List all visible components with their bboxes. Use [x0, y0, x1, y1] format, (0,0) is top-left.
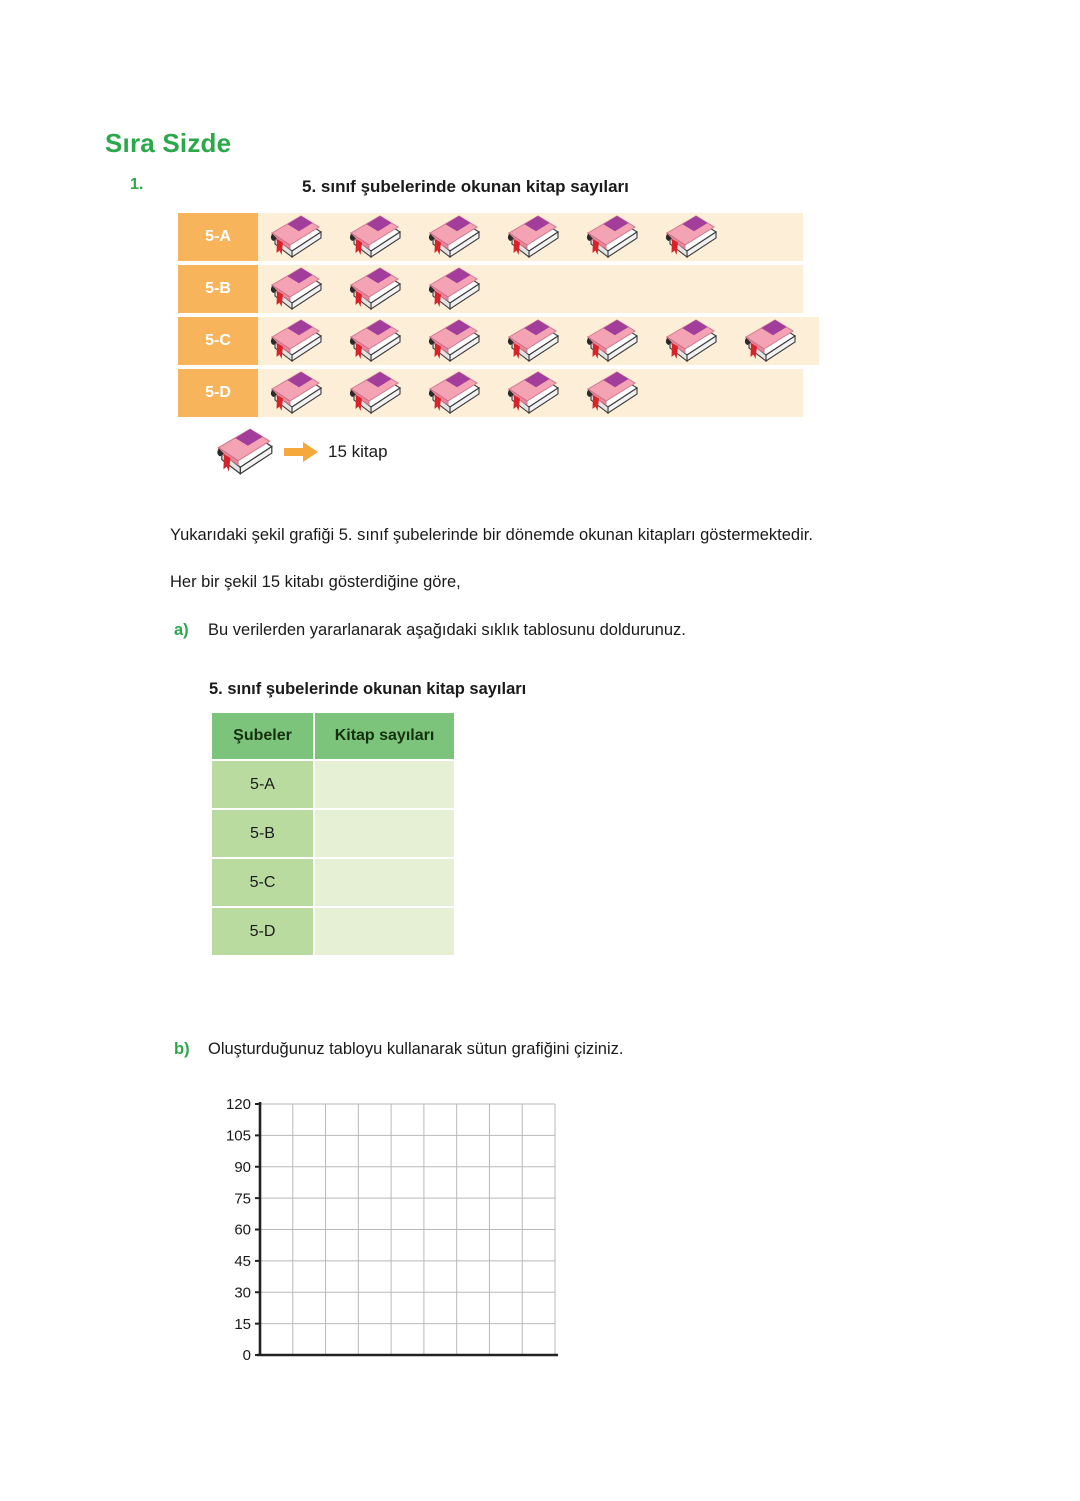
book-icon	[424, 215, 481, 259]
book-icon	[503, 371, 560, 415]
arrow-right-icon	[284, 442, 318, 462]
question-part-a: a) Bu verilerden yararlanarak aşağıdaki …	[174, 621, 994, 640]
paragraph-intro: Yukarıdaki şekil grafiği 5. sınıf şubele…	[170, 526, 813, 544]
part-a-marker: a)	[174, 621, 189, 639]
frequency-table-branch-cell: 5-D	[212, 908, 313, 955]
book-icon	[661, 215, 718, 259]
pictograph-row: 5-C	[178, 317, 819, 365]
book-icon	[345, 267, 402, 311]
book-icon	[212, 428, 274, 476]
book-icon	[582, 215, 639, 259]
book-icon	[424, 371, 481, 415]
book-icon	[266, 371, 323, 415]
pictograph-row-label: 5-C	[178, 317, 258, 365]
svg-text:75: 75	[234, 1190, 251, 1207]
svg-text:105: 105	[226, 1128, 251, 1145]
bar-chart-grid[interactable]: 0 15 30 45 60 75 90 105 120	[213, 1096, 558, 1371]
pictograph-row: 5-A	[178, 213, 803, 261]
book-icon	[661, 319, 718, 363]
question-part-b: b) Oluşturduğunuz tabloyu kullanarak süt…	[174, 1040, 994, 1059]
svg-text:60: 60	[234, 1222, 251, 1239]
book-icon	[503, 215, 560, 259]
frequency-table-header-row: Şubeler Kitap sayıları	[212, 713, 454, 759]
frequency-table-value-cell[interactable]	[315, 761, 454, 808]
table-row: 5-B	[212, 810, 454, 857]
book-icon	[345, 371, 402, 415]
pictograph-title: 5. sınıf şubelerinde okunan kitap sayıla…	[302, 177, 629, 196]
pictograph-legend: 15 kitap	[212, 428, 388, 476]
pictograph-row: 5-D	[178, 369, 803, 417]
svg-text:45: 45	[234, 1253, 251, 1270]
svg-text:0: 0	[243, 1347, 251, 1364]
book-icon	[266, 319, 323, 363]
part-b-text: Oluşturduğunuz tabloyu kullanarak sütun …	[208, 1040, 624, 1058]
book-icon	[266, 215, 323, 259]
pictograph-row-label: 5-D	[178, 369, 258, 417]
book-icon	[345, 215, 402, 259]
book-icon	[345, 319, 402, 363]
table-row: 5-A	[212, 761, 454, 808]
section-heading: Sıra Sizde	[105, 128, 232, 158]
paragraph-condition: Her bir şekil 15 kitabı gösterdiğine gör…	[170, 573, 461, 591]
pictograph-row-icons	[258, 213, 803, 261]
svg-text:15: 15	[234, 1316, 251, 1333]
frequency-table-header-count: Kitap sayıları	[315, 713, 454, 759]
pictograph-row: 5-B	[178, 265, 803, 313]
svg-text:120: 120	[226, 1096, 251, 1113]
frequency-table-value-cell[interactable]	[315, 859, 454, 906]
frequency-table-branch-cell: 5-A	[212, 761, 313, 808]
pictograph-row-icons	[258, 317, 819, 365]
question-number: 1.	[130, 176, 144, 193]
frequency-table-branch-cell: 5-C	[212, 859, 313, 906]
frequency-table: Şubeler Kitap sayıları 5-A 5-B 5-C 5-D	[210, 711, 456, 957]
svg-text:90: 90	[234, 1159, 251, 1176]
book-icon	[582, 371, 639, 415]
book-icon	[582, 319, 639, 363]
legend-label: 15 kitap	[328, 442, 388, 461]
table-row: 5-D	[212, 908, 454, 955]
book-icon	[424, 319, 481, 363]
pictograph-row-icons	[258, 265, 803, 313]
frequency-table-header-branch: Şubeler	[212, 713, 313, 759]
frequency-table-branch-cell: 5-B	[212, 810, 313, 857]
pictograph-row-icons	[258, 369, 803, 417]
part-a-text: Bu verilerden yararlanarak aşağıdaki sık…	[208, 621, 686, 639]
book-icon	[740, 319, 797, 363]
book-icon	[503, 319, 560, 363]
svg-text:30: 30	[234, 1284, 251, 1301]
pictograph-row-label: 5-B	[178, 265, 258, 313]
frequency-table-value-cell[interactable]	[315, 810, 454, 857]
pictograph-table: 5-A 5-B 5-C 5-D	[178, 213, 819, 417]
pictograph-row-label: 5-A	[178, 213, 258, 261]
table-row: 5-C	[212, 859, 454, 906]
part-b-marker: b)	[174, 1040, 190, 1058]
frequency-table-title: 5. sınıf şubelerinde okunan kitap sayıla…	[209, 680, 527, 698]
frequency-table-value-cell[interactable]	[315, 908, 454, 955]
book-icon	[424, 267, 481, 311]
book-icon	[266, 267, 323, 311]
